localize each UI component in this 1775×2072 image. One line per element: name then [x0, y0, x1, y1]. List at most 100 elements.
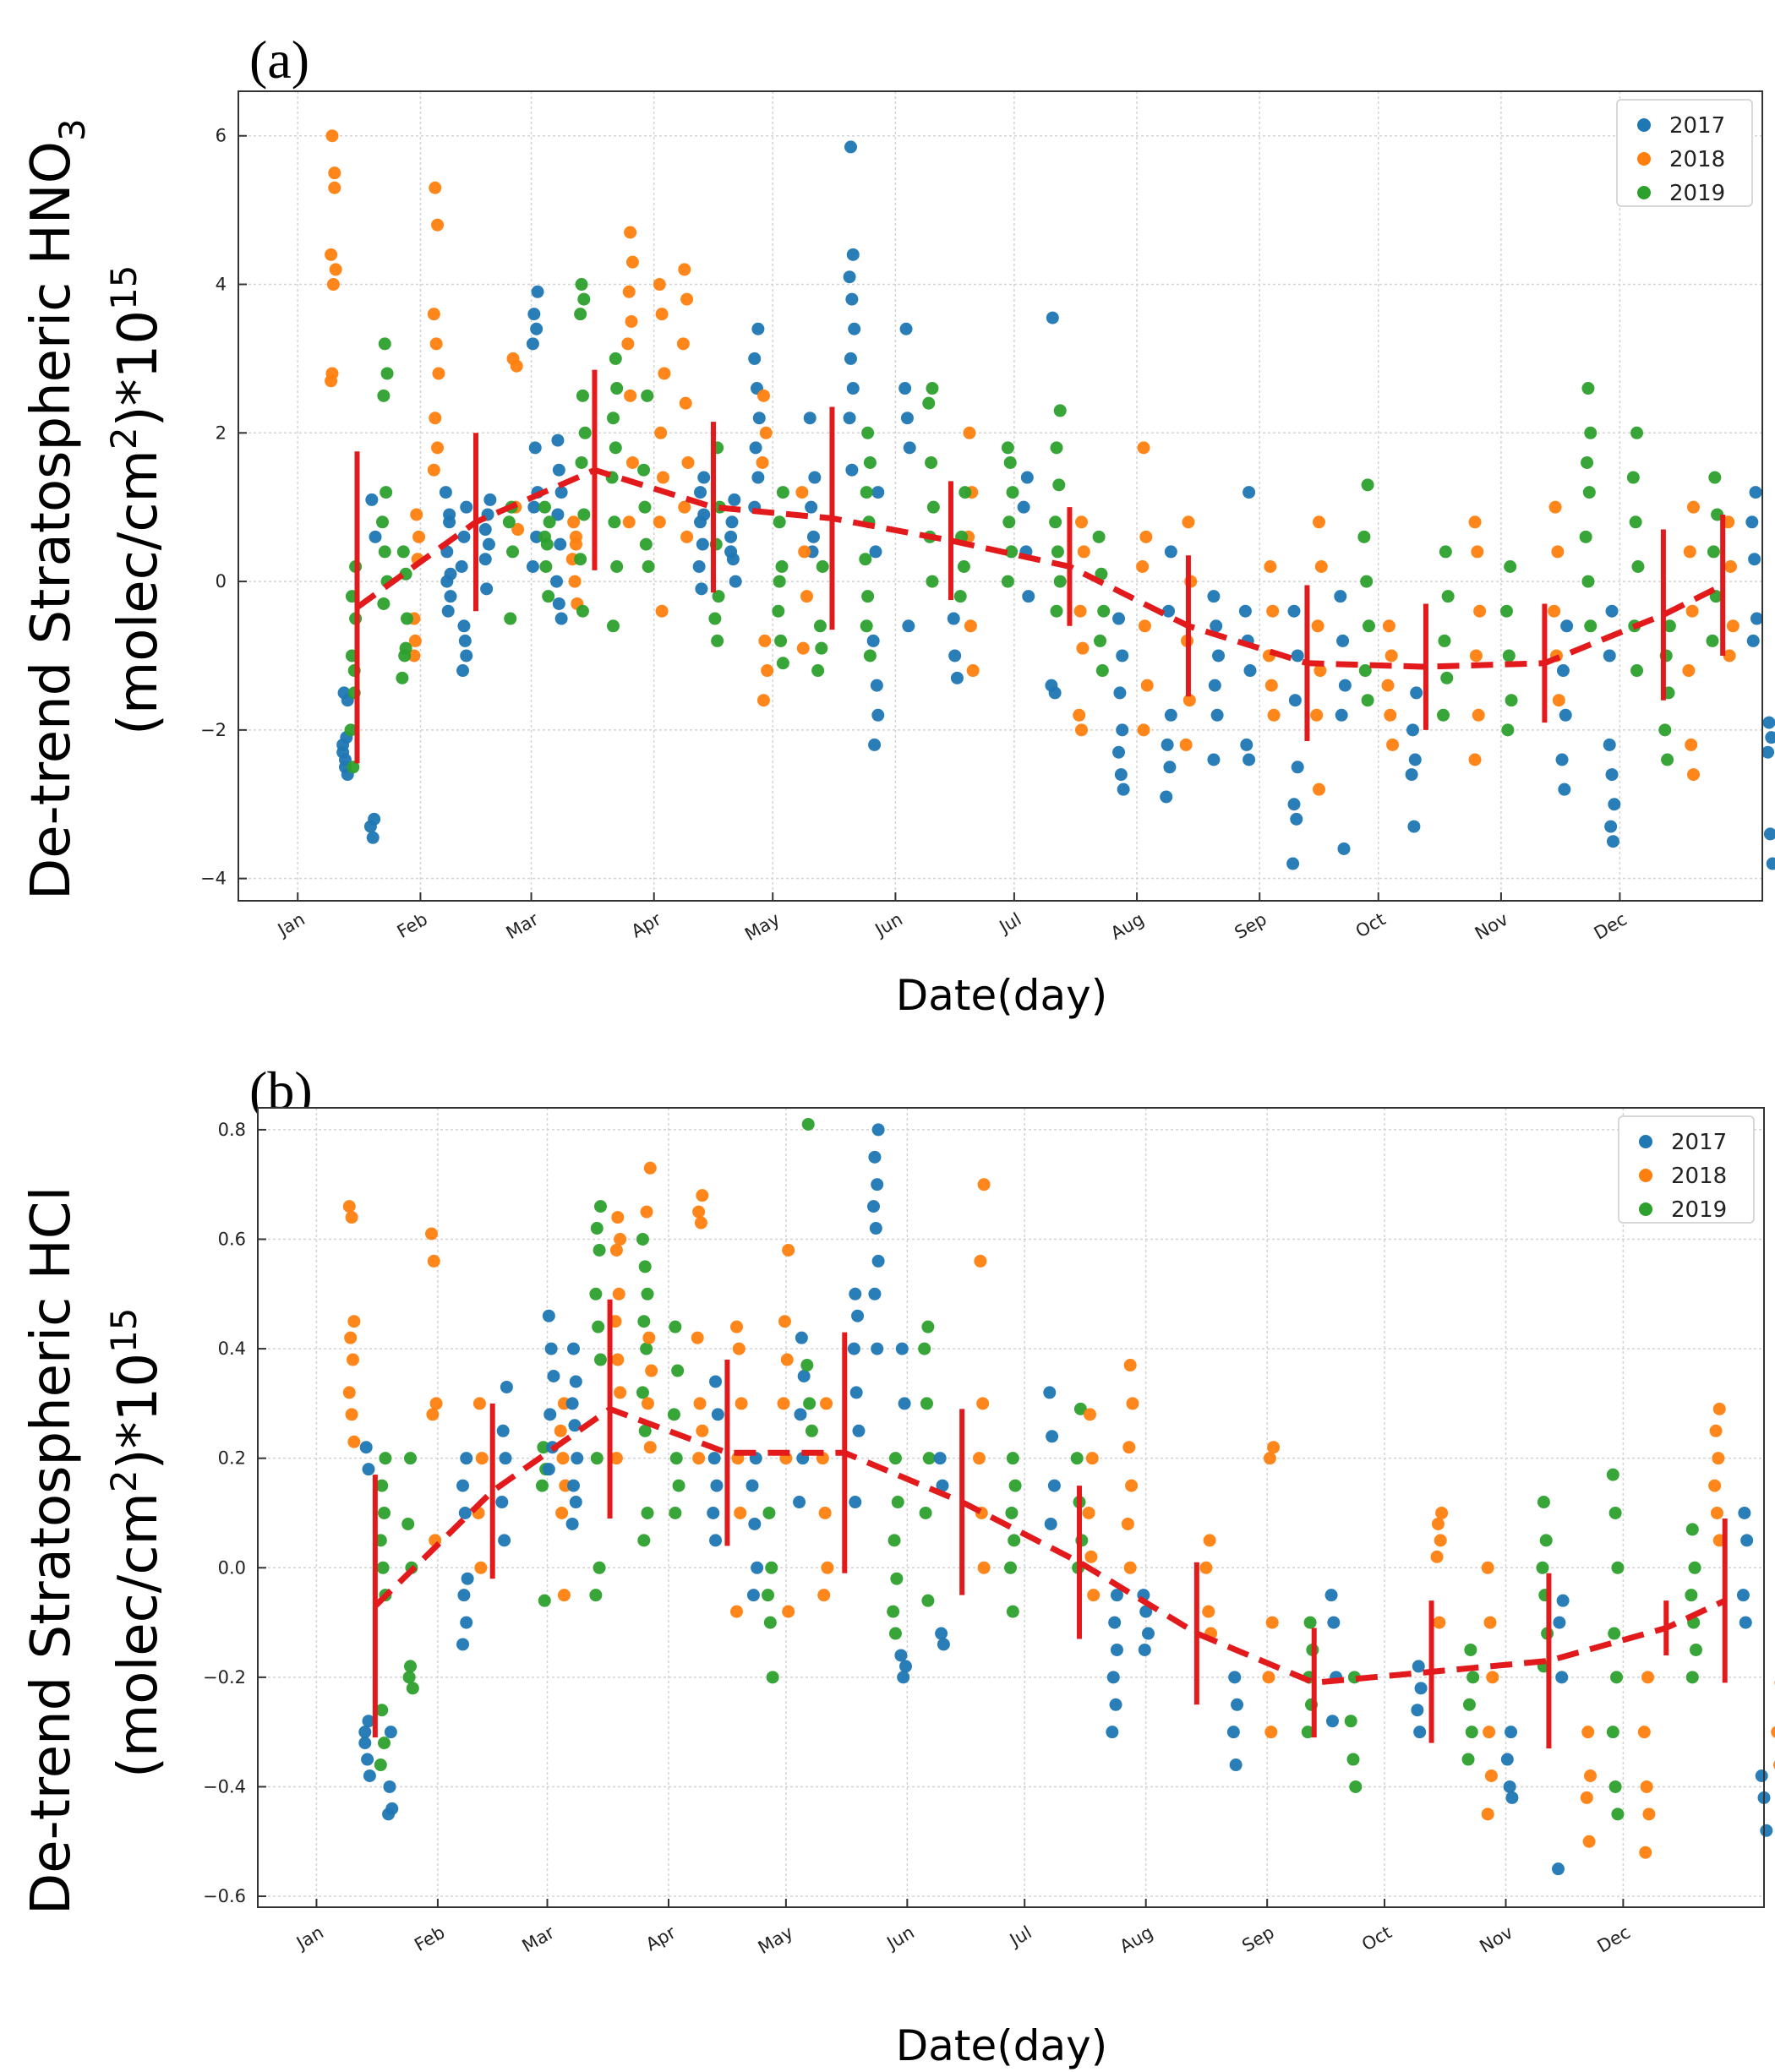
scatter-point-2018: [347, 1315, 361, 1328]
scatter-point-2019: [375, 1479, 389, 1492]
scatter-point-2019: [642, 559, 655, 573]
scatter-point-2019: [1360, 575, 1374, 588]
scatter-point-2019: [576, 389, 589, 402]
scatter-point-2019: [1661, 753, 1674, 766]
scatter-point-2017: [1336, 634, 1350, 647]
scatter-point-2017: [1110, 1643, 1123, 1656]
scatter-point-2017: [1207, 590, 1221, 603]
scatter-point-2018: [1682, 664, 1696, 678]
scatter-point-2018: [1640, 1780, 1653, 1793]
scatter-point-2017: [1762, 716, 1775, 729]
scatter-point-2018: [817, 1589, 831, 1602]
scatter-point-2019: [639, 537, 653, 551]
scatter-point-2019: [801, 1117, 815, 1131]
scatter-point-2017: [1108, 1616, 1122, 1629]
scatter-point-2018: [412, 530, 426, 543]
scatter-point-2017: [458, 634, 472, 647]
x-tick-label: Mar: [503, 908, 543, 943]
x-axis-label: Date(day): [896, 971, 1108, 1020]
scatter-point-2018: [328, 166, 341, 180]
scatter-point-2019: [574, 308, 587, 321]
scatter-point-2019: [538, 500, 551, 514]
x-tick-label: Aug: [1107, 909, 1148, 944]
scatter-point-2018: [1126, 1397, 1139, 1410]
scatter-point-2017: [458, 1506, 472, 1519]
scatter-point-2017: [460, 1452, 473, 1465]
legend-label: 2018: [1671, 1164, 1727, 1189]
scatter-point-2018: [1581, 1726, 1595, 1739]
scatter-point-2019: [1610, 1671, 1624, 1684]
scatter-point-2019: [606, 619, 620, 633]
scatter-point-2019: [1440, 671, 1454, 684]
scatter-point-2017: [460, 500, 473, 514]
scatter-point-2017: [752, 412, 766, 425]
scatter-point-2019: [1608, 1627, 1621, 1640]
scatter-point-2017: [894, 1649, 908, 1662]
scatter-point-2019: [773, 515, 786, 529]
scatter-point-2018: [1483, 1726, 1496, 1739]
legend-box: [1618, 1115, 1755, 1224]
scatter-point-2017: [1411, 1704, 1424, 1717]
scatter-point-2018: [1726, 619, 1740, 633]
scatter-point-2018: [1723, 649, 1736, 662]
scatter-point-2017: [1408, 753, 1422, 766]
scatter-point-2018: [1310, 708, 1324, 722]
scatter-point-2017: [551, 508, 565, 521]
scatter-point-2018: [1137, 441, 1150, 455]
scatter-point-2019: [396, 671, 409, 684]
scatter-point-2017: [898, 1397, 911, 1410]
scatter-point-2018: [1483, 1616, 1497, 1629]
scatter-point-2018: [1481, 1808, 1494, 1821]
scatter-point-2018: [676, 337, 690, 351]
scatter-point-2017: [948, 649, 962, 662]
scatter-point-2017: [439, 486, 452, 499]
scatter-point-2018: [1267, 1441, 1281, 1454]
scatter-point-2017: [849, 1386, 863, 1399]
scatter-point-2018: [777, 1397, 790, 1410]
scatter-point-2019: [1706, 634, 1719, 647]
scatter-point-2017: [1606, 835, 1619, 848]
scatter-point-2017: [902, 619, 915, 633]
scatter-point-2018: [1314, 559, 1328, 573]
scatter-point-2018: [1140, 679, 1154, 692]
scatter-point-2018: [621, 337, 635, 351]
scatter-point-2017: [531, 285, 544, 298]
scatter-point-2017: [1555, 1671, 1569, 1684]
scatter-point-2017: [1288, 694, 1302, 707]
scatter-point-2017: [358, 1737, 372, 1750]
scatter-point-2017: [1503, 1780, 1516, 1793]
scatter-point-2018: [325, 374, 338, 388]
scatter-point-2018: [1468, 515, 1482, 529]
scatter-point-2018: [1486, 1671, 1499, 1684]
scatter-point-2018: [1552, 694, 1565, 707]
scatter-point-2017: [1603, 738, 1616, 751]
scatter-point-2017: [803, 412, 816, 425]
scatter-point-2018: [612, 1287, 625, 1300]
scatter-point-2017: [1291, 649, 1304, 662]
scatter-point-2019: [636, 1233, 649, 1246]
scatter-point-2019: [1002, 515, 1016, 529]
scatter-point-2019: [860, 619, 873, 633]
scatter-point-2019: [1357, 530, 1371, 543]
scatter-point-2019: [641, 389, 654, 402]
scatter-point-2017: [1765, 731, 1775, 744]
x-tick-label: Nov: [1472, 909, 1512, 944]
scatter-point-2017: [336, 745, 350, 759]
scatter-point-2018: [800, 590, 813, 603]
scatter-point-2019: [1344, 1715, 1357, 1728]
scatter-point-2017: [869, 545, 882, 559]
scatter-point-2017: [383, 1780, 396, 1793]
scatter-point-2019: [543, 515, 556, 529]
scatter-point-2017: [1161, 738, 1174, 751]
scatter-point-2017: [1114, 768, 1128, 782]
scatter-point-2018: [345, 1408, 358, 1421]
scatter-point-2019: [1349, 1780, 1363, 1793]
scatter-point-2019: [773, 575, 786, 588]
scatter-point-2017: [1558, 782, 1571, 796]
scatter-point-2017: [709, 1375, 723, 1388]
scatter-point-2018: [1073, 708, 1086, 722]
scatter-point-2018: [1203, 1534, 1216, 1547]
scatter-point-2019: [1466, 1671, 1480, 1684]
scatter-point-2017: [526, 559, 539, 573]
scatter-point-2017: [1046, 1430, 1059, 1443]
